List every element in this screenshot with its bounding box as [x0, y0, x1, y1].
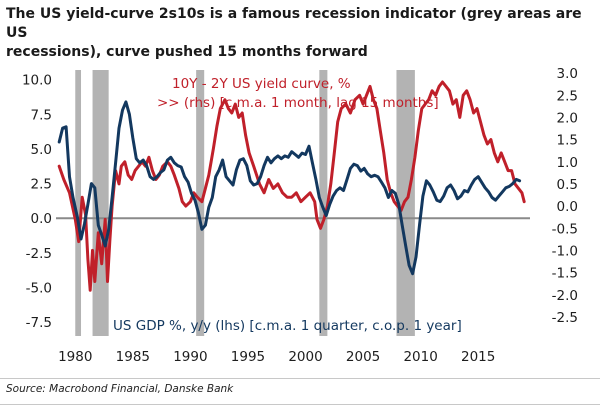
left-tick-label: 2.5 [31, 177, 52, 193]
right-tick-label: 3.0 [557, 66, 578, 82]
recession-band-1 [75, 70, 82, 336]
right-tick-label: 0.0 [557, 199, 578, 215]
legend-gdp: US GDP %, y/y (lhs) [c.m.a. 1 quarter, c… [113, 318, 462, 334]
x-tick-label: 1985 [116, 349, 150, 365]
right-axis-ticks: 3.0 2.5 2.0 1.5 1.0 0.5 0.0 -0.5 -1.0 -1.5 -2.0 -2.… [552, 66, 578, 326]
left-tick-label: 7.5 [31, 107, 52, 123]
right-tick-label: -2.0 [552, 288, 578, 304]
x-tick-label: 1995 [231, 349, 265, 365]
x-tick-label: 2015 [461, 349, 495, 365]
left-tick-label: -2.5 [26, 246, 52, 262]
right-tick-label: -0.5 [552, 221, 578, 237]
series-gdp-line [57, 100, 522, 276]
recession-band-3 [196, 70, 205, 336]
recession-band-4 [319, 70, 328, 336]
x-tick-label: 2010 [403, 349, 437, 365]
chart-title-line-1: The US yield-curve 2s10s is a famous rec… [6, 6, 582, 41]
x-tick-label: 2005 [346, 349, 380, 365]
left-tick-label: -5.0 [26, 281, 52, 297]
source-divider [0, 378, 600, 379]
chart-area: 10.0 7.5 5.0 2.5 0.0 -2.5 -5.0 -7.5 3.0 2.5 2.0 1.… [0, 60, 600, 376]
x-tick-label: 1980 [58, 349, 92, 365]
right-tick-label: 1.0 [557, 155, 578, 171]
chart-title-line-2: recessions), curve pushed 15 months forw… [6, 44, 368, 60]
right-tick-label: -1.0 [552, 243, 578, 259]
legend: 10Y - 2Y US yield curve, % >> (rhs) [c.m… [113, 76, 462, 334]
x-tick-label: 2000 [288, 349, 322, 365]
right-tick-label: 2.5 [557, 88, 578, 104]
left-axis-ticks: 10.0 7.5 5.0 2.5 0.0 -2.5 -5.0 -7.5 [22, 73, 52, 331]
legend-yield-line-2: >> (rhs) [c.m.a. 1 month, lag 15 months] [157, 95, 439, 111]
right-tick-label: -2.5 [552, 310, 578, 326]
source-note: Source: Macrobond Financial, Danske Bank [6, 383, 234, 395]
yield-curve-chart: 10.0 7.5 5.0 2.5 0.0 -2.5 -5.0 -7.5 3.0 2.5 2.0 1.… [22, 66, 578, 365]
bottom-border [0, 404, 600, 405]
x-tick-label: 1990 [173, 349, 207, 365]
series-yield-curve-line [57, 80, 526, 292]
right-tick-label: 2.0 [557, 110, 578, 126]
x-axis-ticks: 1980 1985 1990 1995 2000 2005 2010 2015 [58, 349, 495, 365]
chart-title: The US yield-curve 2s10s is a famous rec… [6, 5, 594, 62]
left-tick-label: 0.0 [31, 211, 52, 227]
right-tick-label: 1.5 [557, 133, 578, 149]
right-tick-label: -1.5 [552, 266, 578, 282]
legend-yield-line-1: 10Y - 2Y US yield curve, % [172, 76, 351, 92]
left-tick-label: -7.5 [26, 315, 52, 331]
right-tick-label: 0.5 [557, 177, 578, 193]
left-tick-label: 10.0 [22, 73, 52, 89]
series-lines [57, 80, 526, 292]
left-tick-label: 5.0 [31, 142, 52, 158]
